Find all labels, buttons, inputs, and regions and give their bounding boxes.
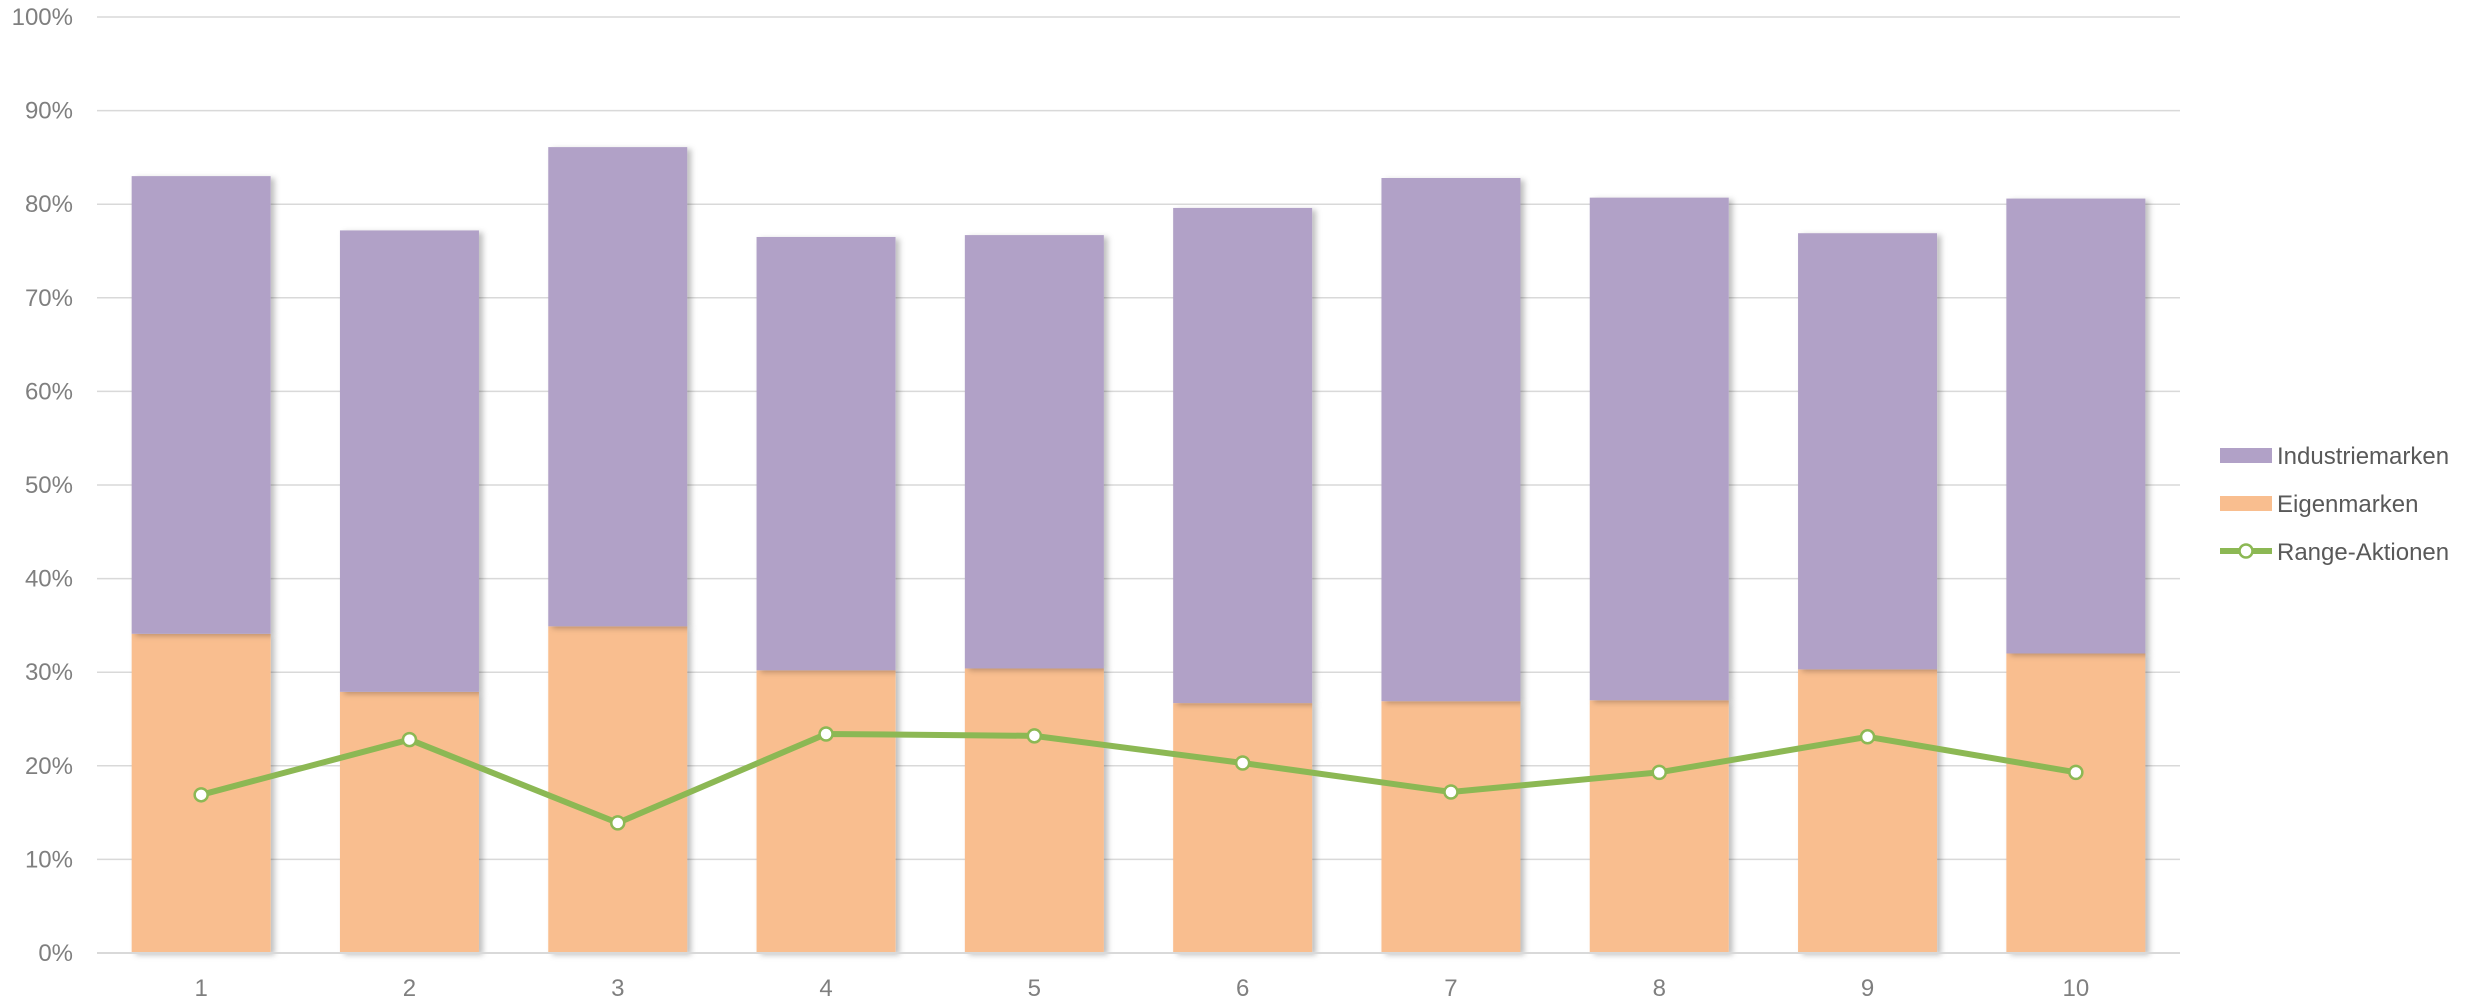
y-tick-label: 20% [25, 753, 73, 780]
legend-item-range-aktionen: Range-Aktionen [2220, 539, 2449, 566]
legend-label: Range-Aktionen [2277, 539, 2449, 566]
x-tick-label: 3 [611, 975, 624, 1001]
bar-industriemarken [964, 235, 1104, 669]
y-tick-label: 100% [12, 4, 73, 31]
bar-industriemarken [1589, 197, 1729, 701]
range-aktionen-point [193, 787, 209, 803]
bar-industriemarken [548, 147, 688, 627]
range-aktionen-point [2068, 764, 2084, 781]
y-tick-label: 0% [38, 940, 73, 967]
x-tick-label: 1 [194, 975, 207, 1001]
range-aktionen-point [1443, 784, 1459, 800]
bar-eigenmarken [548, 626, 688, 953]
range-aktionen-point [1234, 755, 1251, 771]
x-tick-label: 8 [1653, 975, 1666, 1001]
x-tick-label: 7 [1444, 975, 1457, 1001]
bar-industriemarken [339, 230, 479, 692]
y-tick-label: 60% [25, 378, 73, 405]
bar-industriemarken [1798, 233, 1938, 670]
range-aktionen-point [1026, 728, 1043, 744]
bar-industriemarken [131, 176, 271, 634]
x-tick-label: 9 [1861, 975, 1874, 1001]
legend-label: Eigenmarken [2277, 491, 2418, 518]
bar-eigenmarken [756, 670, 896, 953]
range-aktionen-line [198, 730, 2079, 826]
x-tick-label: 6 [1236, 975, 1249, 1001]
y-tick-label: 30% [25, 659, 73, 686]
bar-eigenmarken [964, 668, 1104, 953]
range-aktionen-point [610, 815, 626, 831]
bar-eigenmarken [1381, 701, 1521, 953]
bar-eigenmarken [1173, 703, 1313, 953]
legend-item-industriemarken: Industriemarken [2220, 443, 2449, 470]
y-tick-label: 50% [25, 472, 73, 499]
range-aktionen-point [818, 726, 834, 742]
bar-eigenmarken [2006, 653, 2146, 953]
x-axis-ticks: 1 2 3 4 5 6 7 8 9 10 [194, 975, 2089, 1001]
bar-industriemarken [1381, 177, 1521, 702]
x-tick-label: 5 [1028, 975, 1041, 1001]
bar-eigenmarken [1798, 669, 1938, 953]
bar-industriemarken [756, 236, 896, 671]
bar-industriemarken [2006, 198, 2146, 654]
legend-swatch [2220, 448, 2272, 463]
x-tick-label: 10 [2062, 975, 2089, 1001]
x-tick-label: 2 [403, 975, 416, 1001]
line-series [193, 726, 2084, 831]
legend-swatch [2220, 496, 2272, 511]
legend-item-eigenmarken: Eigenmarken [2220, 491, 2418, 518]
bars [131, 147, 2146, 953]
range-aktionen-point [401, 731, 418, 748]
y-tick-label: 10% [25, 846, 73, 873]
y-axis-ticks: 0% 10% 20% 30% 40% 50% 60% 70% 80% 90% 100% [12, 4, 73, 967]
range-aktionen-point [1651, 764, 1667, 781]
legend-marker [2238, 543, 2254, 559]
legend: Industriemarken Eigenmarken Range-Aktionen [2220, 443, 2449, 566]
range-aktionen-point [1859, 729, 1876, 745]
bar-eigenmarken [1589, 700, 1729, 953]
legend-label: Industriemarken [2277, 443, 2449, 470]
y-tick-label: 90% [25, 98, 73, 125]
y-tick-label: 40% [25, 566, 73, 593]
y-tick-label: 70% [25, 285, 73, 312]
x-tick-label: 4 [819, 975, 832, 1001]
y-tick-label: 80% [25, 191, 73, 218]
bar-eigenmarken [339, 691, 479, 953]
bar-industriemarken [1173, 207, 1313, 704]
